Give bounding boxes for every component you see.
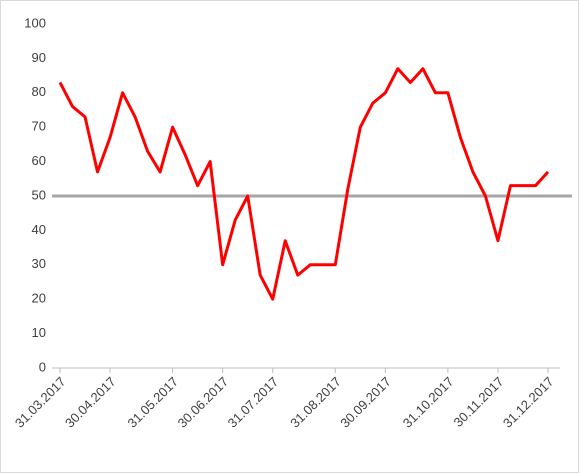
y-tick-label: 10 xyxy=(32,325,46,340)
y-tick-label: 30 xyxy=(32,256,46,271)
y-tick-label: 70 xyxy=(32,119,46,134)
y-tick-label: 100 xyxy=(24,15,46,30)
y-tick-label: 90 xyxy=(32,50,46,65)
y-tick-label: 50 xyxy=(32,187,46,202)
y-tick-label: 0 xyxy=(39,359,46,374)
data-line xyxy=(58,67,550,301)
y-tick-label: 40 xyxy=(32,222,46,237)
y-tick-label: 60 xyxy=(32,153,46,168)
y-tick-label: 80 xyxy=(32,84,46,99)
y-tick-label: 20 xyxy=(32,291,46,306)
